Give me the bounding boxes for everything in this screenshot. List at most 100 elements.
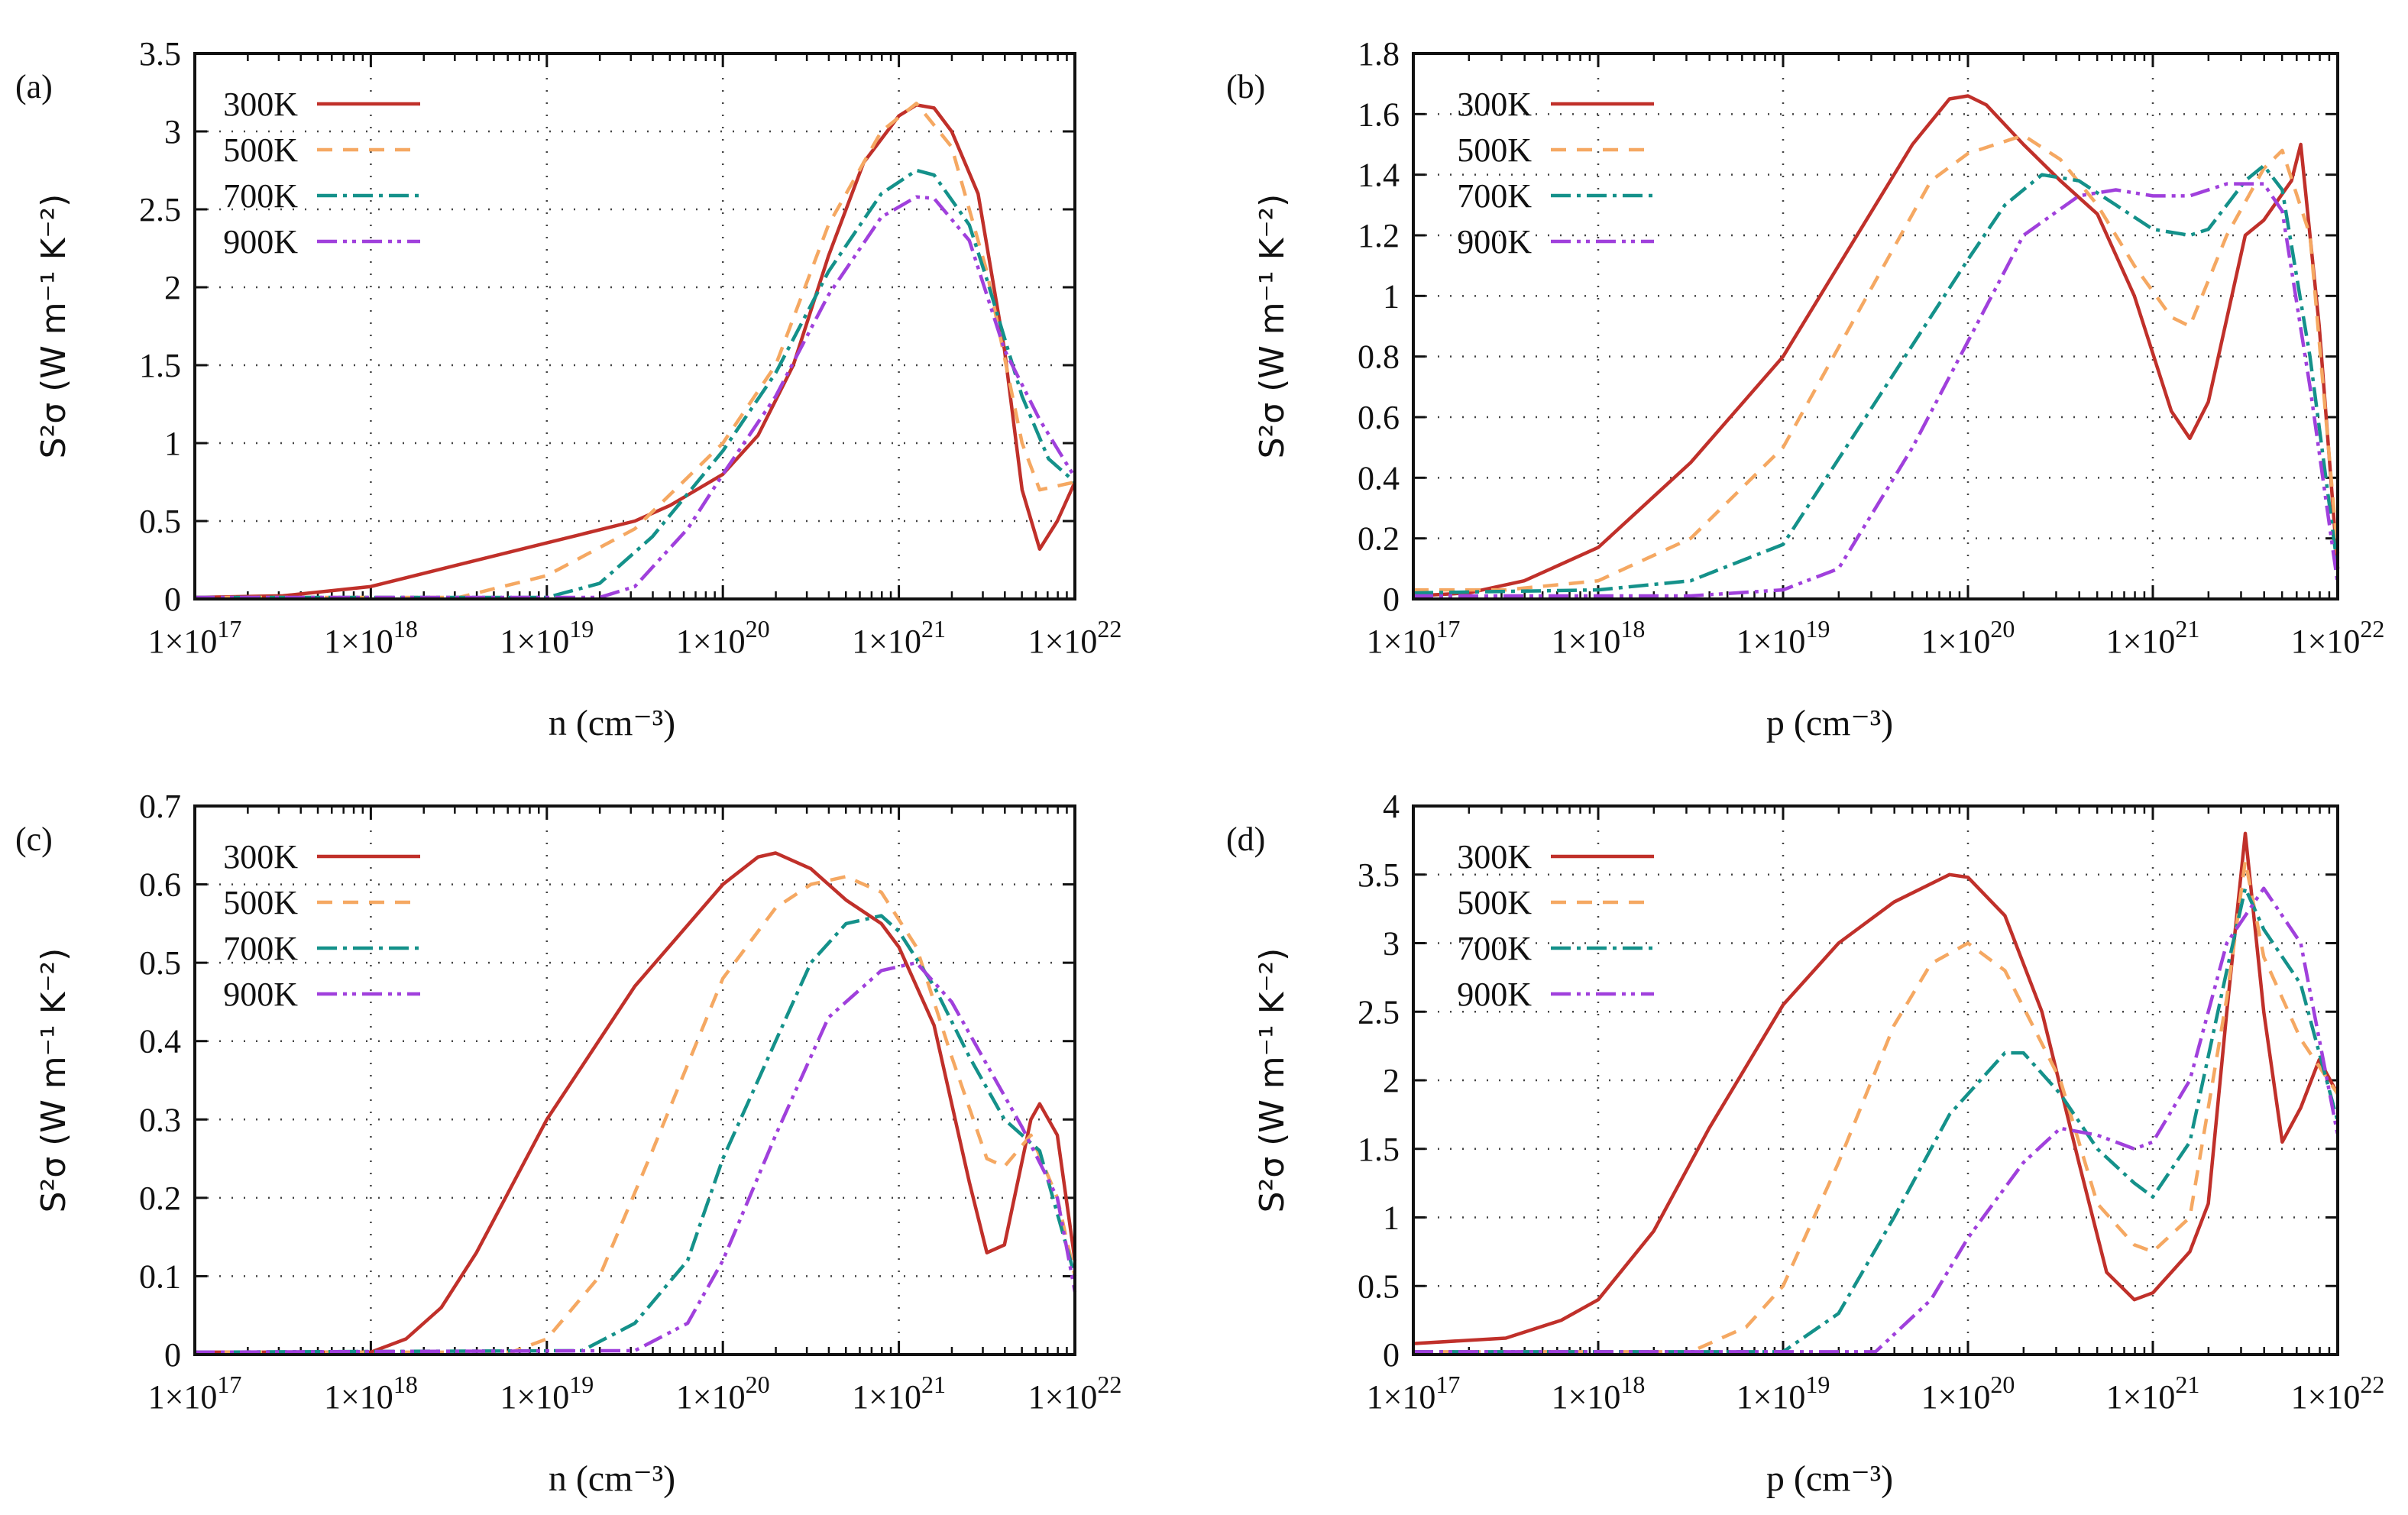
series-line-500K xyxy=(1413,859,2339,1354)
x-tick-exponent: 17 xyxy=(1435,615,1460,643)
x-tick-exponent: 21 xyxy=(921,1371,946,1398)
y-tick-label: 0.6 xyxy=(1358,399,1400,436)
panel-label: (a) xyxy=(15,68,53,105)
y-tick-label: 2 xyxy=(164,269,181,306)
y-tick-label: 1 xyxy=(164,425,181,462)
legend-label: 700K xyxy=(1457,930,1532,967)
x-tick-mantissa: 1×10 xyxy=(1367,623,1436,660)
x-tick-label: 1×1018 xyxy=(1552,615,1646,660)
y-tick-label: 1.5 xyxy=(139,347,181,384)
y-tick-label: 0.7 xyxy=(139,788,181,825)
x-tick-label: 1×1021 xyxy=(2106,615,2200,660)
y-tick-label: 1.4 xyxy=(1358,157,1400,194)
x-tick-exponent: 20 xyxy=(1990,615,2015,643)
y-axis-label: S²σ (W m⁻¹ K⁻²) xyxy=(1253,948,1292,1213)
x-tick-exponent: 18 xyxy=(1620,1371,1645,1398)
legend-label: 700K xyxy=(223,930,298,967)
x-tick-mantissa: 1×10 xyxy=(1367,1378,1436,1416)
x-tick-mantissa: 1×10 xyxy=(2291,623,2361,660)
plot-frame xyxy=(1412,52,2339,600)
y-tick-label: 0.2 xyxy=(1358,520,1400,558)
x-tick-mantissa: 1×10 xyxy=(1921,1378,1991,1416)
x-tick-mantissa: 1×10 xyxy=(1552,1378,1621,1416)
legend-label: 700K xyxy=(1457,177,1532,215)
x-tick-exponent: 22 xyxy=(2360,615,2384,643)
x-tick-label: 1×1021 xyxy=(852,1371,946,1416)
x-tick-exponent: 21 xyxy=(921,615,946,643)
legend-label: 500K xyxy=(223,884,298,921)
x-tick-label: 1×1019 xyxy=(500,1371,594,1416)
y-axis-label: S²σ (W m⁻¹ K⁻²) xyxy=(34,948,73,1213)
plot-frame xyxy=(193,804,1076,1356)
y-axis-label: S²σ (W m⁻¹ K⁻²) xyxy=(1253,194,1292,459)
x-tick-exponent: 19 xyxy=(1805,1371,1830,1398)
x-tick-mantissa: 1×10 xyxy=(676,1378,746,1416)
x-tick-mantissa: 1×10 xyxy=(2106,623,2176,660)
x-tick-label: 1×1021 xyxy=(2106,1371,2200,1416)
x-tick-exponent: 20 xyxy=(746,615,770,643)
x-tick-label: 1×1020 xyxy=(676,615,770,660)
y-tick-label: 1 xyxy=(1383,1199,1400,1237)
panel-label: (b) xyxy=(1226,68,1265,105)
plot-frame xyxy=(1412,804,2339,1356)
y-tick-label: 0.5 xyxy=(1358,1267,1400,1305)
x-tick-label: 1×1017 xyxy=(1367,1371,1461,1416)
legend-label: 300K xyxy=(1457,86,1532,123)
legend-label: 900K xyxy=(1457,223,1532,261)
y-tick-label: 1.5 xyxy=(1358,1131,1400,1168)
series-line-500K xyxy=(195,102,1076,600)
x-tick-mantissa: 1×10 xyxy=(148,1378,218,1416)
y-tick-label: 2.5 xyxy=(139,191,181,228)
y-tick-label: 0.4 xyxy=(1358,459,1400,497)
x-tick-label: 1×1019 xyxy=(1736,615,1830,660)
x-tick-mantissa: 1×10 xyxy=(500,1378,569,1416)
x-axis-label: n (cm⁻³) xyxy=(549,703,675,743)
panel-label: (c) xyxy=(15,821,53,858)
y-tick-label: 0.8 xyxy=(1358,338,1400,376)
plot-frame xyxy=(193,52,1076,600)
x-tick-mantissa: 1×10 xyxy=(1028,623,1098,660)
series-line-700K xyxy=(1413,163,2340,595)
x-tick-mantissa: 1×10 xyxy=(1921,623,1991,660)
x-tick-exponent: 20 xyxy=(746,1371,770,1398)
x-tick-mantissa: 1×10 xyxy=(1736,623,1806,660)
series-line-900K xyxy=(1413,886,2340,1354)
series-line-300K xyxy=(1413,94,2340,598)
x-tick-mantissa: 1×10 xyxy=(676,623,746,660)
y-tick-label: 1.6 xyxy=(1358,95,1400,133)
y-tick-label: 0 xyxy=(164,1336,181,1374)
x-tick-exponent: 20 xyxy=(1990,1371,2015,1398)
chart-panel-a: 00.511.522.533.51×1017 1×1018 1×1019 1×1020… xyxy=(15,35,1121,743)
x-axis-label: p (cm⁻³) xyxy=(1766,1458,1893,1499)
y-tick-label: 0 xyxy=(164,581,181,618)
series-line-900K xyxy=(195,195,1076,600)
x-axis-label: n (cm⁻³) xyxy=(549,1458,675,1499)
x-tick-mantissa: 1×10 xyxy=(852,623,921,660)
x-tick-label: 1×1019 xyxy=(1736,1371,1830,1416)
x-tick-label: 1×1018 xyxy=(324,1371,418,1416)
x-tick-label: 1×1019 xyxy=(500,615,594,660)
y-tick-label: 0.3 xyxy=(139,1101,181,1138)
x-tick-exponent: 19 xyxy=(1805,615,1830,643)
x-tick-label: 1×1022 xyxy=(1028,1371,1122,1416)
y-tick-label: 0.5 xyxy=(139,944,181,982)
series-line-700K xyxy=(1413,886,2340,1354)
x-tick-label: 1×1020 xyxy=(676,1371,770,1416)
y-tick-label: 0.5 xyxy=(139,503,181,540)
x-tick-exponent: 19 xyxy=(569,1371,594,1398)
series-line-900K xyxy=(194,960,1077,1355)
x-tick-mantissa: 1×10 xyxy=(1028,1378,1098,1416)
x-tick-exponent: 21 xyxy=(2175,1371,2199,1398)
x-tick-mantissa: 1×10 xyxy=(1552,623,1621,660)
x-tick-mantissa: 1×10 xyxy=(1736,1378,1806,1416)
chart-panel-c: 00.10.20.30.40.50.60.71×1017 1×1018 1×1019… xyxy=(15,788,1121,1499)
x-tick-label: 1×1022 xyxy=(1028,615,1122,660)
y-tick-label: 3 xyxy=(164,113,181,151)
y-tick-label: 0.6 xyxy=(139,866,181,904)
legend-label: 900K xyxy=(223,976,298,1013)
x-tick-exponent: 17 xyxy=(217,615,241,643)
x-tick-mantissa: 1×10 xyxy=(324,1378,393,1416)
x-tick-mantissa: 1×10 xyxy=(2291,1378,2361,1416)
y-tick-label: 2.5 xyxy=(1358,993,1400,1031)
x-tick-label: 1×1018 xyxy=(324,615,418,660)
